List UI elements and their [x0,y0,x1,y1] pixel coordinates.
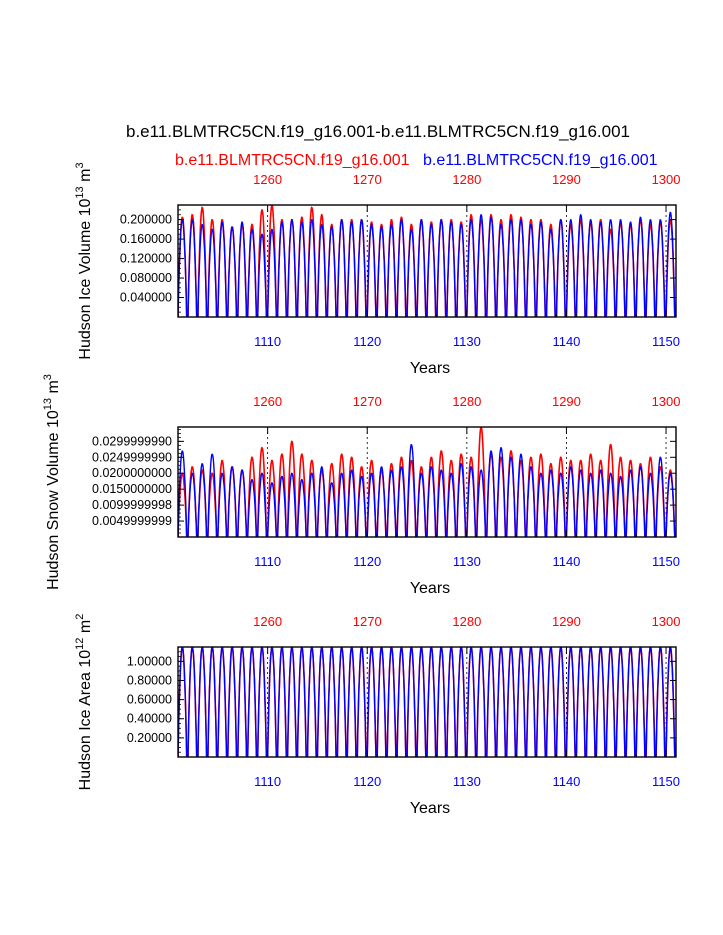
y-tick-label: 0.20000 [127,731,172,745]
x-axis-label: Years [410,360,450,377]
x-top-tick-label: 1270 [353,172,382,187]
x-top-tick-label: 1290 [552,394,581,409]
y-tick-label: 0.40000 [127,712,172,726]
y-axis-label: Hudson Ice Volume 1013 m3 [74,162,94,359]
y-tick-label: 0.0150000000 [92,482,172,496]
x-top-tick-label: 1280 [452,172,481,187]
x-bottom-tick-label: 1120 [353,334,381,349]
x-top-tick-label: 1270 [353,614,382,629]
y-tick-label: 0.0049999999 [92,514,172,528]
panel-1: 0.040000 0.080000 0.120000 0.160000 0.200000… [74,162,681,377]
x-top-tick-label: 1270 [353,394,382,409]
plot-frame [177,646,677,758]
panel-2: 0.0049999999 0.0099999998 0.0150000000 0.02… [42,374,681,597]
x-bottom-tick-label: 1120 [353,774,381,789]
x-top-tick-label: 1300 [652,394,681,409]
y-tick-label: 0.040000 [120,291,172,305]
y-axis-label: Hudson Snow Volume 1013 m3 [42,374,62,590]
x-bottom-tick-label: 1110 [254,774,281,789]
panel-3: 0.20000 0.40000 0.60000 0.80000 1.00000 1110 1… [74,614,681,817]
y-tick-label: 0.160000 [120,232,172,246]
chart-title: b.e11.BLMTRC5CN.f19_g16.001-b.e11.BLMTRC… [126,122,630,141]
x-bottom-tick-label: 1110 [254,554,281,569]
x-top-tick-label: 1260 [253,172,282,187]
y-tick-label: 0.120000 [120,252,172,266]
plot-frame [177,426,677,538]
legend-red-case: b.e11.BLMTRC5CN.f19_g16.001 [175,152,410,169]
plot-frame [177,204,677,318]
y-tick-label: 0.0099999998 [92,498,172,512]
series-blue-line [178,443,676,537]
x-bottom-tick-label: 1110 [254,334,281,349]
x-axis-label: Years [410,580,450,597]
x-bottom-tick-label: 1140 [552,554,580,569]
y-tick-label: 0.60000 [127,693,172,707]
y-tick-label: 0.0249999990 [92,450,172,464]
legend-blue-case: b.e11.BLMTRC5CN.f19_g16.001 [423,152,658,169]
x-bottom-tick-label: 1130 [453,554,481,569]
x-bottom-tick-label: 1150 [652,774,680,789]
x-top-tick-label: 1300 [652,614,681,629]
x-top-tick-label: 1280 [452,394,481,409]
y-tick-label: 0.080000 [120,271,172,285]
y-tick-label: 0.0299999990 [92,434,172,448]
x-bottom-tick-label: 1140 [552,334,580,349]
y-axis-label: Hudson Ice Area 1012 m2 [74,614,94,791]
x-bottom-tick-label: 1130 [453,774,481,789]
x-top-tick-label: 1260 [253,614,282,629]
series-blue-line [178,211,676,317]
series-red-line [178,427,676,537]
x-top-tick-label: 1260 [253,394,282,409]
x-top-tick-label: 1290 [552,172,581,187]
x-top-tick-label: 1290 [552,614,581,629]
x-bottom-tick-label: 1150 [652,334,680,349]
y-tick-label: 1.00000 [127,654,172,668]
series-blue-line [178,647,676,757]
x-top-tick-label: 1280 [452,614,481,629]
y-tick-label: 0.0200000000 [92,466,172,480]
x-bottom-tick-label: 1150 [652,554,680,569]
x-bottom-tick-label: 1140 [552,774,580,789]
y-tick-label: 0.200000 [120,213,172,227]
x-bottom-tick-label: 1120 [353,554,381,569]
y-tick-label: 0.80000 [127,673,172,687]
x-axis-label: Years [410,800,450,817]
x-top-tick-label: 1300 [652,172,681,187]
x-bottom-tick-label: 1130 [453,334,481,349]
